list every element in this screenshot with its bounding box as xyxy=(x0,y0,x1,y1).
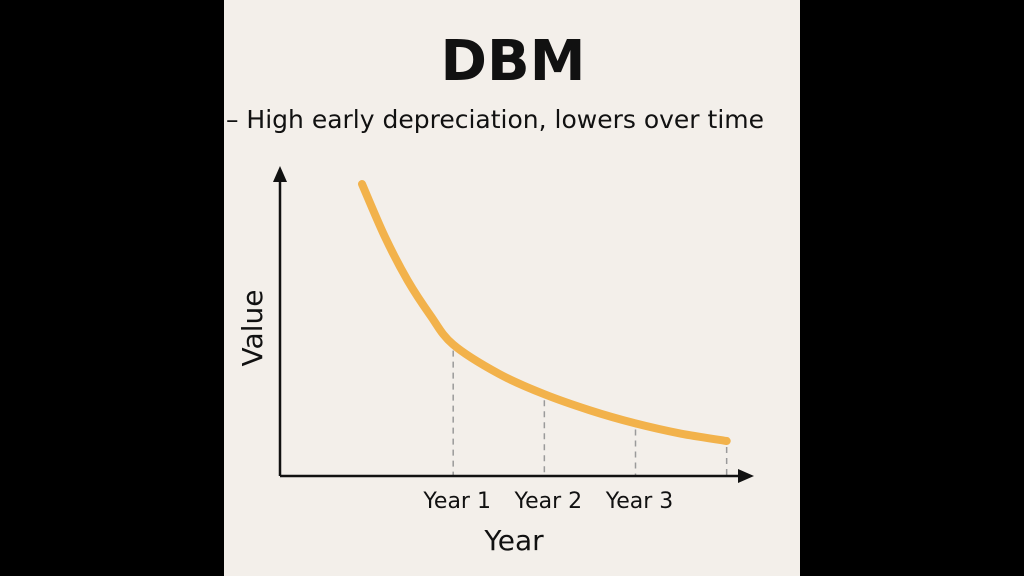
x-tick-label-3: Year 3 xyxy=(605,489,674,514)
x-axis-label: Year xyxy=(483,524,544,557)
dbm-chart: DBM – High early depreciation, lowers ov… xyxy=(226,29,764,557)
x-tick-label-1: Year 1 xyxy=(422,489,491,514)
chart-subtitle: – High early depreciation, lowers over t… xyxy=(226,105,764,134)
y-axis-label: Value xyxy=(236,290,269,367)
y-axis-arrow xyxy=(273,166,287,182)
x-tick-label-2: Year 2 xyxy=(514,489,583,514)
chart-panel: DBM – High early depreciation, lowers ov… xyxy=(224,0,800,576)
x-axis-arrow xyxy=(738,469,754,483)
depreciation-curve xyxy=(358,180,731,445)
chart-title: DBM xyxy=(441,29,586,94)
x-tick-labels: Year 1 Year 2 Year 3 xyxy=(422,489,673,514)
guide-lines xyxy=(452,350,728,476)
